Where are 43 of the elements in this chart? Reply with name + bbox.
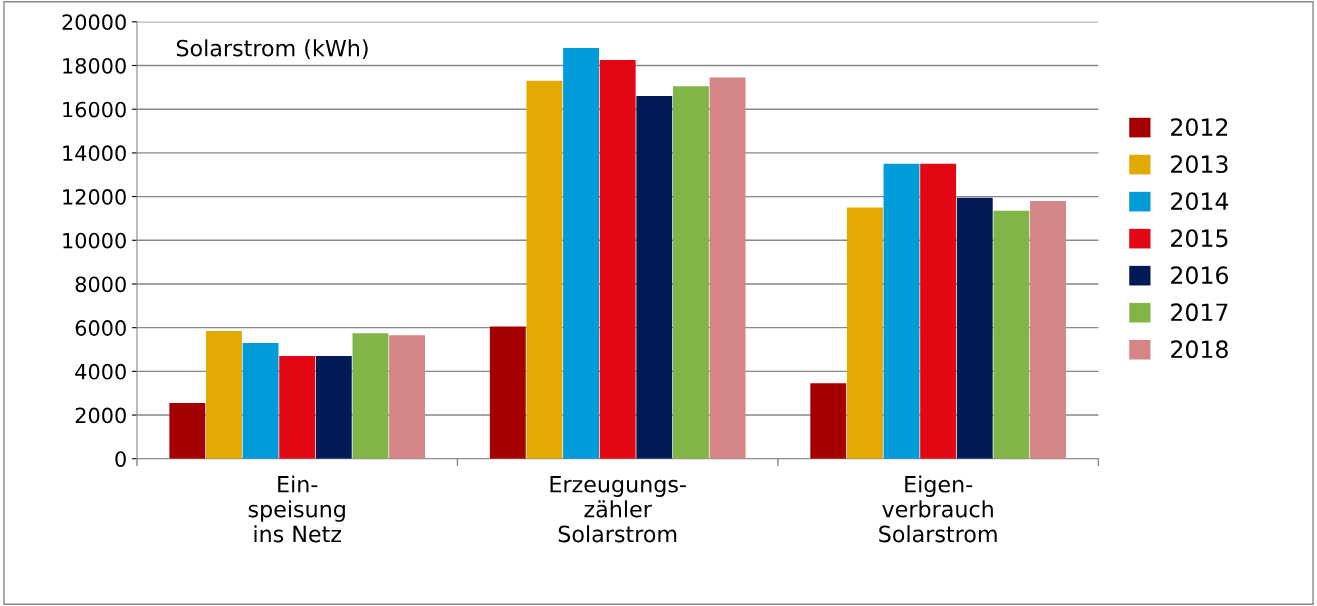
y-tick-label: 18000 [63,57,126,74]
bar [352,333,389,459]
bar [846,207,883,459]
bar [315,356,352,459]
bar [636,96,673,459]
bar [489,326,526,459]
bar [993,210,1030,459]
y-tick-label: 10000 [63,232,126,249]
annotation: Solarstrom (kWh) [176,39,368,60]
legend-label: 2017 [1171,303,1228,322]
y-tick-label: 8000 [75,276,126,293]
x-tick-label: Eigen- verbrauch Solarstrom [879,475,997,543]
legend-label: 2013 [1171,155,1228,174]
y-tick-label: 0 [115,451,126,467]
bar [1030,200,1066,459]
bar [672,86,709,459]
bar [709,77,746,459]
bar [526,80,563,459]
legend-label: 2014 [1171,192,1229,211]
bar [206,330,242,459]
bar [599,60,636,459]
y-tick-label: 16000 [63,101,126,118]
bar [563,48,599,459]
bar [169,403,206,459]
legend-label: 2018 [1171,340,1228,359]
bar [883,163,920,459]
y-tick-label: 14000 [63,145,126,162]
bar [810,383,847,459]
y-tick-label: 20000 [62,14,126,31]
bar [279,356,316,459]
bar [920,163,957,459]
y-tick-label: 12000 [63,189,126,205]
legend-label: 2016 [1171,266,1228,285]
bar [956,197,993,459]
y-tick-label: 4000 [75,363,126,380]
legend-label: 2015 [1171,229,1228,248]
legend-label: 2012 [1171,118,1228,137]
y-tick-label: 2000 [75,407,126,424]
bar [389,335,426,459]
y-tick-label: 6000 [75,320,126,336]
x-tick-label: Erzeugungs- zähler Solarstrom [550,476,686,543]
bar [242,342,279,459]
x-tick-label: Ein- speisung ins Netz [248,475,345,543]
